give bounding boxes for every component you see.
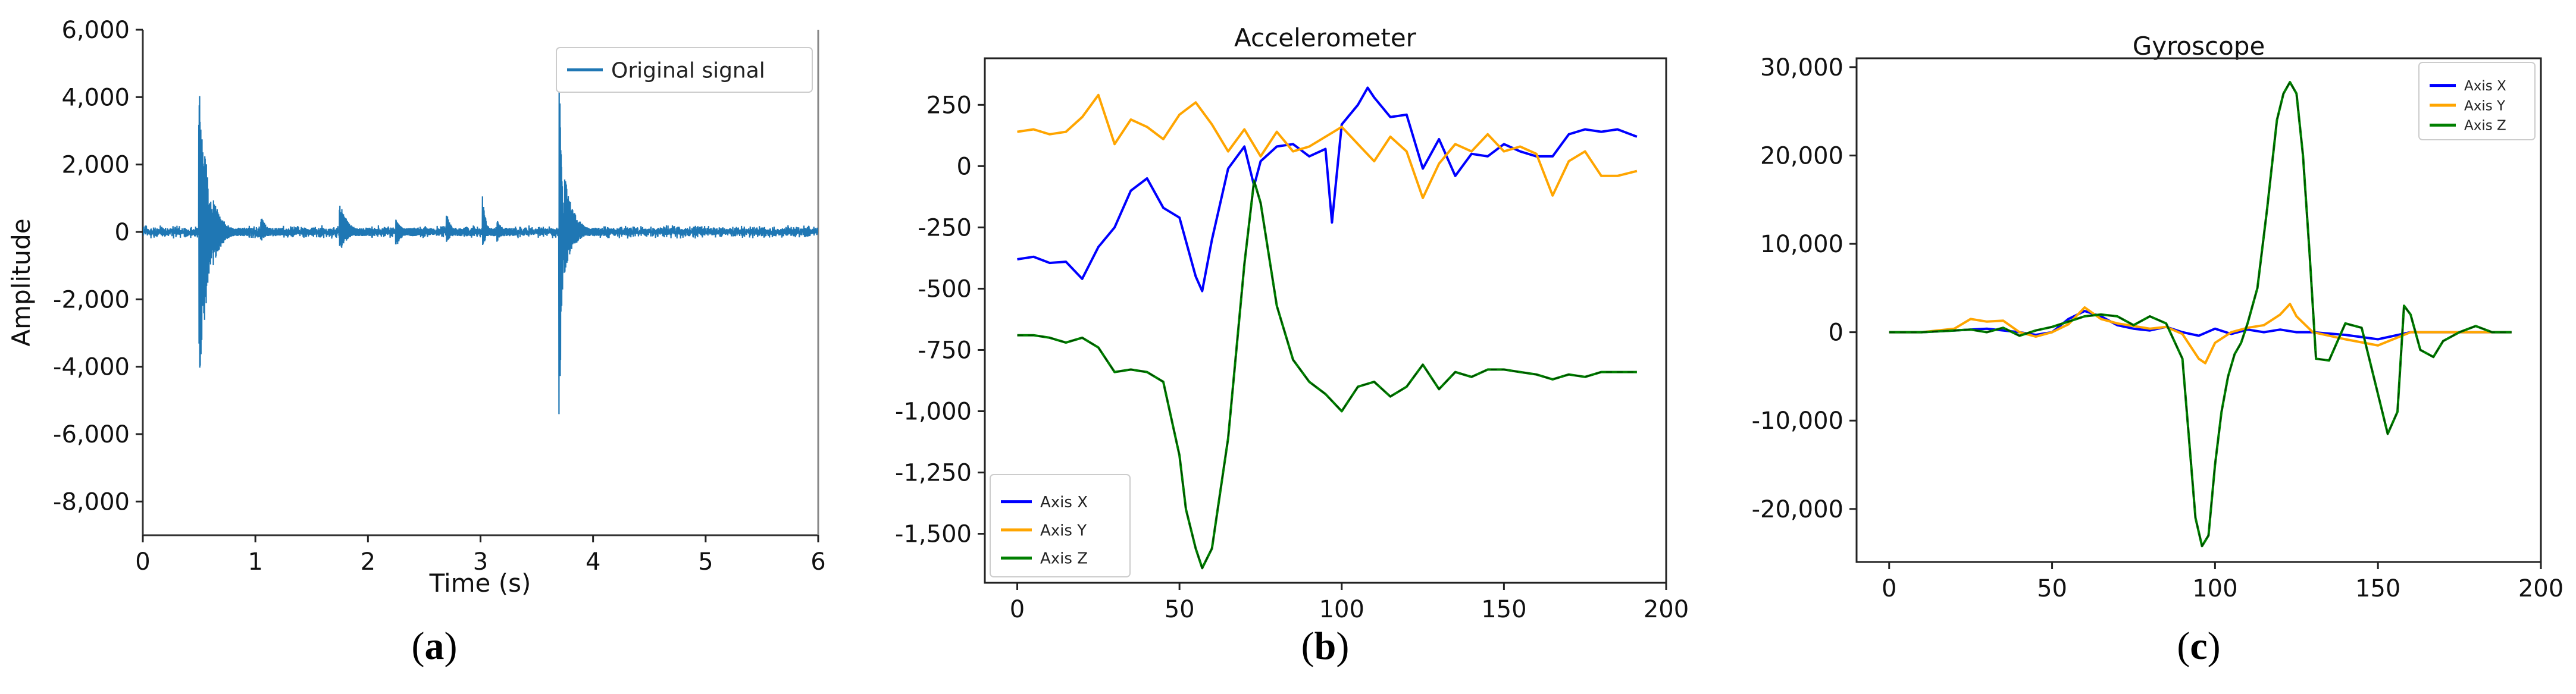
panel-label-letter: b [1314,624,1336,668]
y-tick-label: 2,000 [61,152,130,179]
y-tick-label: 10,000 [1760,231,1843,258]
x-tick-label: 50 [2037,575,2067,602]
panel-label-open: ( [1301,624,1314,668]
legend-label: Axis Y [2464,98,2506,114]
x-tick-label: 2 [361,548,375,576]
panel-label-open: ( [2177,624,2190,668]
x-tick-label: 0 [1010,596,1025,623]
x-tick-label: 100 [1319,596,1364,623]
y-tick-label: -6,000 [53,421,130,448]
legend-label: Axis Z [2464,118,2506,134]
legend-label: Original signal [611,58,765,83]
y-tick-label: 0 [115,219,130,246]
series-axis-z-line-dash-overlay [1889,81,2512,548]
legend-label: Axis Y [1040,522,1087,539]
chart-a: 0 1 2 3 4 5 6 6,000 4,000 2,000 0 -2,000 -4,000 -6,00… [7,17,826,668]
y-tick-label: 250 [927,92,972,119]
x-axis-title: Time (s) [429,569,531,598]
y-tick-label: -250 [918,214,972,241]
x-tick-label: 6 [810,548,825,576]
panel-label-open: ( [412,624,425,668]
legend-label: Axis Z [1040,550,1088,568]
y-tick-label: -750 [918,337,972,364]
panel-label-letter: c [2190,624,2207,668]
plot-area [1889,81,2512,548]
x-tick-label: 150 [1481,596,1526,623]
y-tick-label: -1,000 [895,398,972,425]
y-tick-label: 4,000 [61,84,130,111]
panel-label-letter: a [425,624,445,668]
plot-frame [984,57,1667,584]
legend-box [990,474,1131,577]
y-tick-label: -8,000 [53,488,130,516]
chart-c: Gyroscope 0 50 100 150 200 30,000 20,000 10,000 0… [1752,32,2564,668]
y-tick-label: -20,000 [1752,496,1843,523]
panel-label-close: ) [2208,624,2221,668]
plot-frame [1855,57,2542,563]
series-axis-z-line [1889,81,2512,548]
series-axis-y-line [1017,93,1638,199]
series-axis-z-line-dash-overlay [1017,180,1637,570]
x-tick-label: 50 [1165,596,1195,623]
legend: Axis X Axis Y Axis Z [2418,62,2536,140]
x-tick-label: 200 [1644,596,1689,623]
signal-line [143,66,818,414]
x-tick-label: 100 [2192,575,2237,602]
legend-box [2418,62,2536,140]
legend-box [556,47,813,93]
x-tick-label: 5 [698,548,713,576]
legend: Axis X Axis Y Axis Z [990,474,1131,577]
panel-label: (a) [412,624,458,668]
series-axis-y-line [1889,303,2512,365]
y-tick-label: -500 [918,275,972,303]
legend-label: Axis X [1040,494,1088,511]
x-tick-label: 0 [135,548,150,576]
y-tick-label: -1,500 [895,521,972,548]
plot-area [143,66,818,414]
x-tick-label: 1 [248,548,262,576]
y-tick-label: -2,000 [53,286,130,313]
y-tick-label: 30,000 [1760,54,1843,81]
panel-label: (b) [1301,624,1350,668]
y-axis-title: Amplitude [7,218,36,346]
y-tick-label: 20,000 [1760,142,1843,169]
y-tick-label: -1,250 [895,460,972,487]
y-tick-label: -10,000 [1752,407,1843,435]
chart-title: Accelerometer [1234,23,1417,52]
x-tick-label: 4 [586,548,600,576]
panel-label-close: ) [1336,624,1349,668]
y-tick-label: 0 [1829,319,1843,347]
x-tick-label: 0 [1882,575,1896,602]
panel-label-close: ) [445,624,458,668]
y-tick-label: 0 [957,153,972,180]
y-tick-label: 6,000 [61,17,130,44]
series-axis-x-line [1889,310,2512,341]
y-tick-label: -4,000 [53,354,130,381]
series-axis-x-line [1017,86,1638,293]
x-tick-label: 3 [473,548,488,576]
legend: Original signal [556,47,813,93]
x-tick-label: 150 [2355,575,2400,602]
panel-label: (c) [2177,624,2220,668]
legend-label: Axis X [2464,78,2506,94]
chart-b: Accelerometer 0 50 100 150 200 250 0 -250 -500 -75… [895,23,1689,668]
plot-area [1017,86,1638,570]
chart-title: Gyroscope [2133,32,2265,61]
x-tick-label: 200 [2518,575,2564,602]
